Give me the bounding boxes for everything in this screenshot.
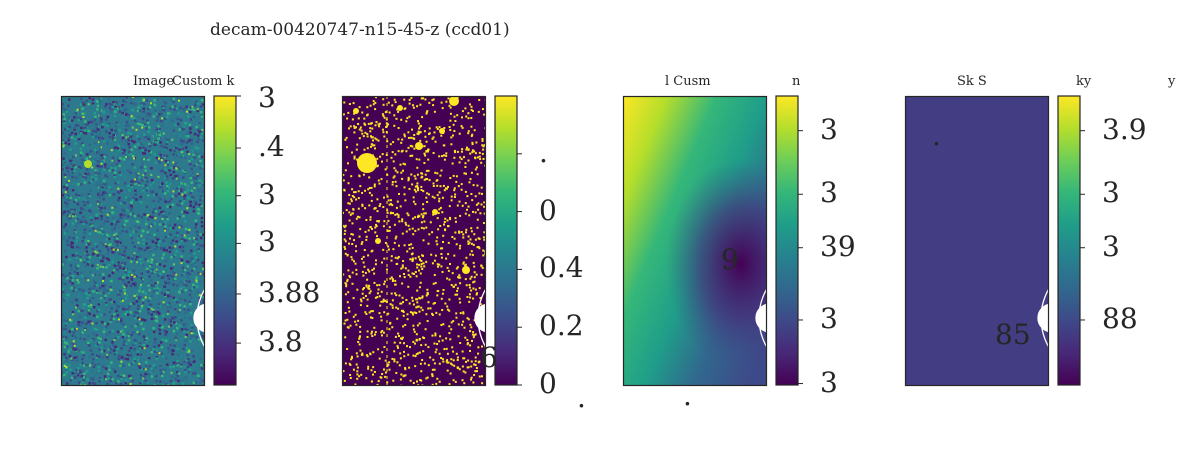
colorbar-tick-label: 3 — [258, 177, 276, 211]
panel-image-mask — [342, 96, 485, 385]
colorbar-tick-label: 3 — [1102, 229, 1120, 263]
colorbar-tick-label: 88 — [1102, 301, 1138, 335]
colorbar — [213, 95, 237, 386]
colorbar-tick-label: 39 — [820, 229, 856, 263]
colorbar — [775, 95, 799, 386]
panel-frame — [904, 95, 1050, 387]
overlay-center — [756, 304, 766, 332]
stray-label: . — [932, 119, 941, 152]
colorbar-tick-label: 3 — [1102, 176, 1120, 210]
colorbar-tick-label: 0 — [539, 193, 557, 227]
colorbar-tick-label: .4 — [258, 130, 285, 164]
panel-image — [60, 95, 241, 387]
figure-title: decam-00420747-n15-45-z (ccd01) — [210, 20, 510, 40]
colorbar-tick-label: 3 — [258, 225, 276, 259]
panel-title: l Cusm — [665, 74, 711, 89]
stray-label: 6 — [480, 341, 498, 374]
panel-mask — [341, 95, 522, 387]
panel-sky — [904, 95, 1085, 387]
panel-model — [622, 95, 803, 387]
stray-label: . — [683, 379, 692, 412]
panel-frame — [622, 95, 768, 387]
colorbar-tick-label: 3.9 — [1102, 112, 1147, 146]
stray-label: . — [577, 381, 586, 414]
overlay-center — [1038, 304, 1048, 332]
colorbar — [494, 95, 518, 386]
panel-frame — [341, 95, 487, 387]
colorbar-tick-label: 3 — [820, 112, 838, 146]
panel-image-sky — [905, 96, 1048, 385]
colorbar — [1057, 95, 1081, 386]
overlay-center — [194, 304, 204, 332]
colorbar-extra-title: y — [1168, 74, 1176, 89]
colorbar-tick-label: 0 — [539, 367, 557, 400]
colorbar-tick-label: 3 — [820, 301, 838, 335]
colorbar-tick-label: 3 — [258, 81, 276, 114]
colorbar-tick-label: 3.88 — [258, 275, 321, 309]
panel-title: Image — [133, 74, 175, 89]
colorbar-tick-label: 3.8 — [258, 325, 303, 359]
panel-title: Sk S — [957, 74, 987, 89]
stray-label: 85 — [995, 318, 1031, 351]
panel-image-model — [623, 96, 766, 385]
colorbar-title: Custom k — [172, 74, 235, 89]
colorbar-tick-label: 3 — [820, 365, 838, 399]
colorbar-tick-label: . — [539, 135, 548, 169]
colorbar-title: n — [792, 74, 801, 89]
stray-label: 9 — [721, 243, 739, 276]
colorbar-title: ky — [1076, 74, 1092, 89]
colorbar-tick-label: 0.2 — [539, 309, 584, 343]
overlay-center — [475, 304, 485, 332]
panel-frame — [60, 95, 206, 387]
panel-image-image — [61, 96, 204, 385]
colorbar-tick-label: 3 — [820, 176, 838, 210]
colorbar-tick-label: 0.4 — [539, 251, 584, 285]
